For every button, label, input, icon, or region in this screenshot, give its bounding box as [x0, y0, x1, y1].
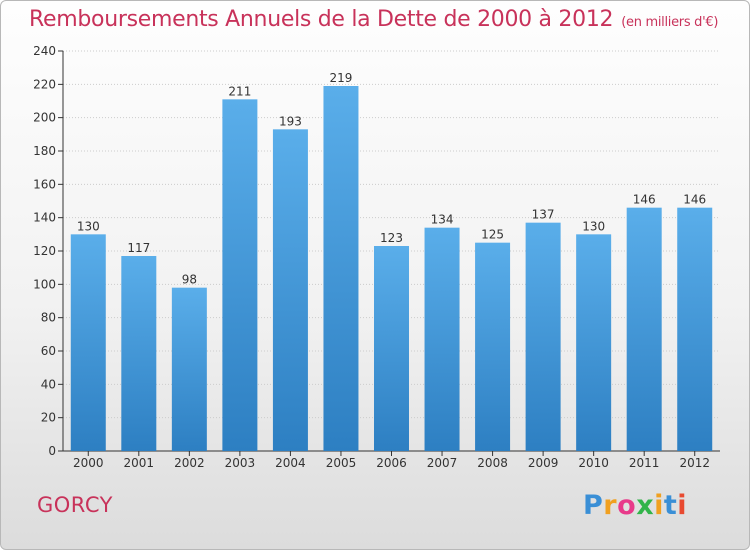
bar-value-label: 211 — [228, 84, 251, 98]
logo-letter: i — [654, 490, 664, 521]
bars: 130 117 98 211 193 219 123 134 125 137 130 146 146 — [70, 71, 713, 452]
x-tick-label: 2011 — [629, 456, 660, 470]
logo-letter: r — [603, 490, 618, 521]
y-axis: 0 20 40 60 80 100 120 140 160 180 200 220 240 — [33, 44, 720, 458]
y-tick-label: 60 — [41, 344, 56, 358]
x-axis: 2000 2001 2002 2003 2004 2005 2006 2007 2008 2009… — [73, 451, 710, 470]
bar-2011 — [626, 207, 662, 451]
bar-value-label: 193 — [279, 114, 302, 128]
x-tick-label: 2008 — [477, 456, 508, 470]
x-tick-label: 2010 — [578, 456, 609, 470]
logo-letter: t — [663, 490, 678, 521]
bar-2005 — [323, 86, 359, 451]
bar-value-label: 125 — [481, 228, 504, 242]
bar-2012 — [677, 207, 713, 451]
x-tick-label: 2003 — [225, 456, 256, 470]
logo-letter: o — [617, 490, 637, 521]
x-tick-label: 2006 — [376, 456, 407, 470]
x-tick-label: 2009 — [528, 456, 559, 470]
y-tick-label: 240 — [33, 44, 56, 58]
bar-2006 — [374, 246, 409, 451]
chart-title-text: Remboursements Annuels de la Dette de 20… — [29, 7, 614, 32]
bar-2009 — [525, 222, 561, 451]
bar-value-label: 130 — [77, 219, 100, 233]
proxiti-logo[interactable]: Proxiti — [583, 490, 687, 521]
y-tick-label: 100 — [33, 277, 56, 291]
y-tick-label: 120 — [33, 244, 56, 258]
bar-value-label: 117 — [127, 241, 150, 255]
commune-name: GORCY — [37, 493, 113, 517]
bar-value-label: 137 — [532, 208, 555, 222]
bar-value-label: 146 — [683, 193, 706, 207]
y-tick-label: 20 — [41, 411, 56, 425]
bar-value-label: 123 — [380, 231, 403, 245]
bar-value-label: 130 — [582, 219, 605, 233]
y-tick-label: 80 — [41, 311, 56, 325]
logo-letter: i — [677, 490, 688, 521]
bar-2010 — [576, 234, 612, 451]
x-tick-label: 2001 — [124, 456, 155, 470]
bar-value-label: 134 — [431, 213, 454, 227]
x-tick-label: 2005 — [326, 456, 357, 470]
y-tick-label: 220 — [33, 77, 56, 91]
y-tick-label: 140 — [33, 211, 56, 225]
bar-2001 — [121, 256, 157, 451]
bar-2008 — [475, 242, 511, 451]
x-tick-label: 2004 — [275, 456, 306, 470]
logo-letter: x — [636, 490, 655, 521]
x-tick-label: 2000 — [73, 456, 104, 470]
bar-value-label: 146 — [633, 193, 656, 207]
x-tick-label: 2002 — [174, 456, 205, 470]
bar-value-label: 219 — [330, 71, 353, 85]
y-tick-label: 200 — [33, 111, 56, 125]
bar-value-label: 98 — [182, 273, 197, 287]
bar-2003 — [222, 99, 258, 451]
x-tick-label: 2007 — [427, 456, 458, 470]
chart-title: Remboursements Annuels de la Dette de 20… — [29, 7, 718, 32]
logo-letter: P — [583, 490, 604, 521]
x-tick-label: 2012 — [679, 456, 710, 470]
bar-2007 — [424, 227, 460, 451]
y-tick-label: 180 — [33, 144, 56, 158]
chart-unit: (en milliers d'€) — [621, 15, 719, 30]
bar-2002 — [171, 287, 207, 451]
y-tick-label: 40 — [41, 377, 56, 391]
bar-2004 — [272, 129, 308, 452]
y-tick-label: 160 — [33, 177, 56, 191]
y-tick-label: 0 — [48, 444, 56, 458]
bar-2000 — [70, 234, 106, 451]
